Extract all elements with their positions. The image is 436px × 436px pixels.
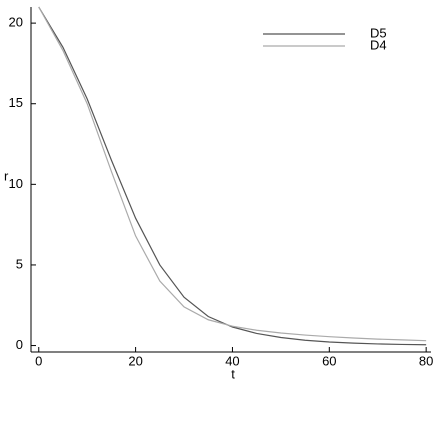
legend-label: D4 bbox=[370, 37, 387, 52]
line-series bbox=[38, 6, 427, 346]
x-tick-label: 20 bbox=[128, 353, 142, 368]
y-tick-label: 0 bbox=[16, 337, 23, 352]
x-tick-label: 60 bbox=[322, 353, 336, 368]
x-tick-label: 40 bbox=[225, 353, 239, 368]
y-tick-label: 20 bbox=[9, 15, 23, 30]
legend-label: D5 bbox=[370, 25, 387, 40]
y-tick-label: 15 bbox=[9, 95, 23, 110]
x-tick-label: 80 bbox=[419, 353, 433, 368]
line-series bbox=[38, 6, 427, 342]
y-axis-label: r bbox=[4, 168, 9, 183]
y-tick-label: 5 bbox=[16, 256, 23, 271]
x-axis-label: t bbox=[231, 366, 235, 381]
y-tick-label: 10 bbox=[9, 176, 23, 191]
x-tick-label: 0 bbox=[35, 353, 42, 368]
